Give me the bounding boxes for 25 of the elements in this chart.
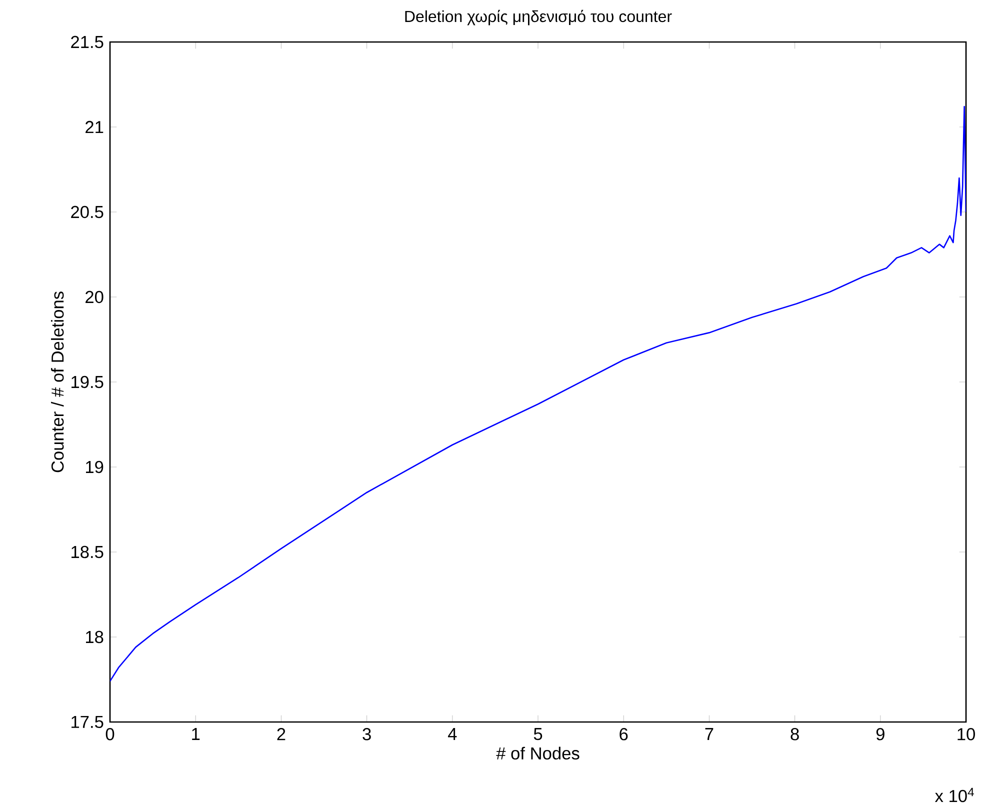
- x-tick-label: 2: [277, 728, 286, 740]
- y-axis-title: Counter / # of Deletions: [50, 292, 64, 472]
- x-axis-title: # of Nodes: [496, 746, 580, 760]
- y-tick-label: 19.5: [72, 376, 104, 388]
- y-tick-label: 20: [86, 290, 104, 304]
- x-tick-label: 9: [876, 728, 884, 740]
- y-tick-label: 21.5: [71, 36, 104, 48]
- y-tick-label: 18: [86, 630, 104, 644]
- y-tick-label: 19: [86, 460, 104, 474]
- x-tick-label: 1: [192, 728, 200, 740]
- x-tick-label: 5: [534, 728, 542, 740]
- text: x 10$^{4}$: [934, 788, 974, 802]
- chart-title: Deletion χωρίς μηδενισμό του counter: [405, 10, 672, 26]
- x-tick-label: 3: [362, 728, 371, 740]
- x-tick-label: 4: [448, 728, 457, 740]
- line-series: [110, 106, 966, 682]
- x-tick-label: 10: [958, 728, 975, 740]
- y-tick-label: 17.5: [72, 716, 104, 728]
- x-tick-label: 7: [705, 728, 714, 740]
- y-tick-label: 20.5: [71, 206, 104, 218]
- y-tick-label: 21: [86, 120, 104, 134]
- x-tick-label: 0: [106, 728, 114, 740]
- y-tick-label: 18.5: [72, 546, 104, 558]
- x-tick-label: 6: [620, 728, 628, 740]
- x-tick-label: 8: [790, 728, 799, 740]
